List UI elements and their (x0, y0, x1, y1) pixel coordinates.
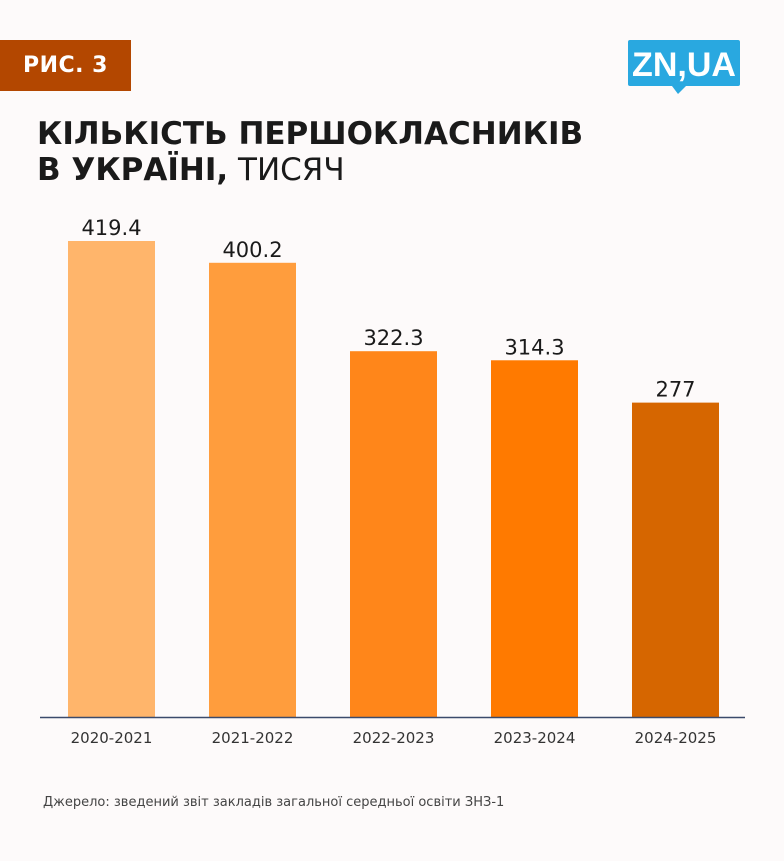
zn-ua-logo: ZN,UA (628, 40, 740, 94)
logo-background (628, 40, 740, 86)
value-label-2023-2024: 314.3 (504, 335, 564, 359)
value-label-2024-2025: 277 (655, 378, 695, 402)
title-line-2-bold: В УКРАЇНІ, (37, 152, 229, 188)
chart-title: КІЛЬКІСТЬ ПЕРШОКЛАСНИКІВ В УКРАЇНІ, ТИСЯ… (37, 116, 583, 188)
title-line-2-unit: ТИСЯЧ (228, 152, 345, 188)
logo-text: ZN,UA (632, 46, 736, 84)
x-tick-label-2023-2024: 2023-2024 (494, 729, 576, 747)
x-tick-label-2024-2025: 2024-2025 (635, 729, 717, 747)
x-tick-label-2021-2022: 2021-2022 (212, 729, 294, 747)
figure-badge: РИС. 3 (0, 40, 131, 91)
x-tick-label-2022-2023: 2022-2023 (353, 729, 435, 747)
bar-2022-2023 (350, 351, 437, 717)
value-label-2022-2023: 322.3 (363, 326, 423, 350)
x-tick-label-2020-2021: 2020-2021 (71, 729, 153, 747)
value-label-2021-2022: 400.2 (222, 238, 282, 262)
title-line-1: КІЛЬКІСТЬ ПЕРШОКЛАСНИКІВ (37, 116, 584, 152)
bar-2020-2021 (68, 241, 155, 717)
bar-2023-2024 (491, 360, 578, 717)
bar-chart: 419.4 2020-2021 400.2 2021-2022 322.3 2022-20… (40, 216, 745, 747)
value-label-2020-2021: 419.4 (81, 216, 141, 240)
bar-2021-2022 (209, 262, 296, 717)
bar-2024-2025 (632, 402, 719, 717)
source-note: Джерело: зведений звіт закладів загально… (43, 795, 505, 810)
logo-tail (672, 86, 686, 94)
